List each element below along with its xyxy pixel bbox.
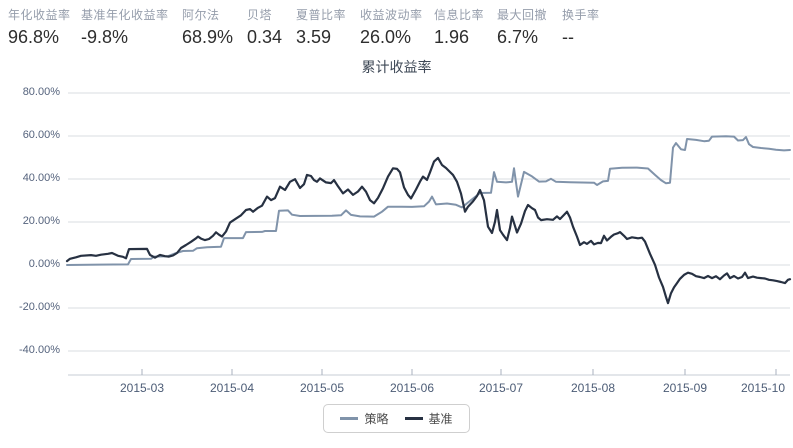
stat-value: -9.8% — [81, 27, 129, 47]
strategy-line-swatch — [340, 417, 359, 420]
legend: 策略 基准 — [0, 404, 793, 433]
x-axis-label: 2015-03 — [119, 381, 165, 395]
stat-label: 换手率 — [562, 8, 600, 22]
stat-value: 26.0% — [360, 27, 412, 47]
x-axis-label: 2015-04 — [209, 381, 255, 395]
stat-max-drawdown: 最大回撤 6.7% — [497, 6, 547, 48]
benchmark-line-swatch — [404, 417, 423, 420]
legend-label-strategy: 策略 — [364, 412, 389, 426]
y-axis-label: -20.00% — [19, 301, 60, 313]
legend-label-benchmark: 基准 — [428, 412, 453, 426]
stat-label: 信息比率 — [434, 8, 485, 22]
stat-turnover: 换手率 -- — [562, 6, 600, 48]
stat-information-ratio: 信息比率 1.96 — [434, 6, 484, 48]
y-axis-label: 80.00% — [22, 86, 60, 98]
benchmark-line — [65, 156, 792, 305]
x-axis-label: 2015-07 — [478, 381, 524, 395]
x-axis-label: 2015-05 — [299, 381, 345, 395]
x-axis-label: 2015-09 — [662, 381, 708, 395]
stat-label: 夏普比率 — [296, 8, 347, 22]
stat-alpha: 阿尔法 68.9% — [182, 6, 233, 48]
y-axis-label: -40.00% — [19, 344, 60, 356]
y-axis-label: 60.00% — [22, 129, 60, 141]
stat-value: -- — [562, 27, 574, 47]
stat-value: 1.96 — [434, 27, 470, 47]
y-axis-label: 40.00% — [22, 172, 60, 184]
legend-box: 策略 基准 — [323, 404, 470, 433]
x-axis-label: 2015-06 — [389, 381, 435, 395]
y-axis-label: 20.00% — [22, 215, 60, 227]
stat-value: 3.59 — [296, 27, 332, 47]
stat-sharpe: 夏普比率 3.59 — [296, 6, 346, 48]
stat-label: 阿尔法 — [182, 8, 220, 22]
stat-benchmark-annualized-return: 基准年化收益率 -9.8% — [81, 6, 169, 48]
stat-label: 基准年化收益率 — [81, 8, 169, 22]
stat-label: 年化收益率 — [8, 8, 71, 22]
legend-item-benchmark[interactable]: 基准 — [404, 410, 453, 427]
chart-title: 累计收益率 — [361, 59, 432, 75]
x-axis-label: 2015-08 — [570, 381, 616, 395]
stat-beta: 贝塔 0.34 — [247, 6, 282, 48]
stat-value: 68.9% — [182, 27, 234, 47]
stat-value: 96.8% — [8, 27, 60, 47]
y-axis-label: 0.00% — [28, 258, 60, 270]
stat-label: 收益波动率 — [360, 8, 423, 22]
stat-volatility: 收益波动率 26.0% — [360, 6, 423, 48]
stat-label: 贝塔 — [247, 8, 273, 22]
stat-value: 0.34 — [247, 27, 283, 47]
stat-annualized-return: 年化收益率 96.8% — [8, 6, 71, 48]
legend-item-strategy[interactable]: 策略 — [340, 410, 389, 427]
x-axis-label: 2015-10 — [740, 381, 786, 395]
strategy-line — [66, 135, 791, 266]
stat-value: 6.7% — [497, 27, 539, 47]
stat-label: 最大回撤 — [497, 8, 548, 22]
